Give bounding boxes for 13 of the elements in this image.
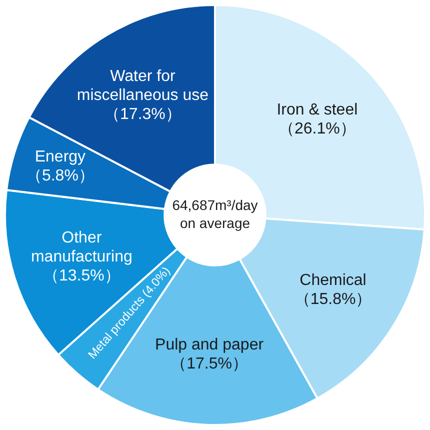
data-label: （17.5%） [170,356,248,373]
slice-label: Energy [34,148,86,166]
slice-label: Chemical [300,272,366,289]
slice-label: Iron & steel [276,102,358,119]
text: 64,687m³/day on average [172,196,258,231]
data-label: （5.8%） [26,168,94,185]
data-label: （13.5%） [42,267,120,284]
data-label: （26.1%） [278,120,356,138]
slice-label: Other manufacturing [30,229,132,266]
slice-label: Pulp and paper [155,336,264,354]
data-label: （15.8%） [294,290,372,308]
slice-label: Water for miscellaneous use [76,68,209,104]
data-label: （17.3%） [104,106,182,123]
